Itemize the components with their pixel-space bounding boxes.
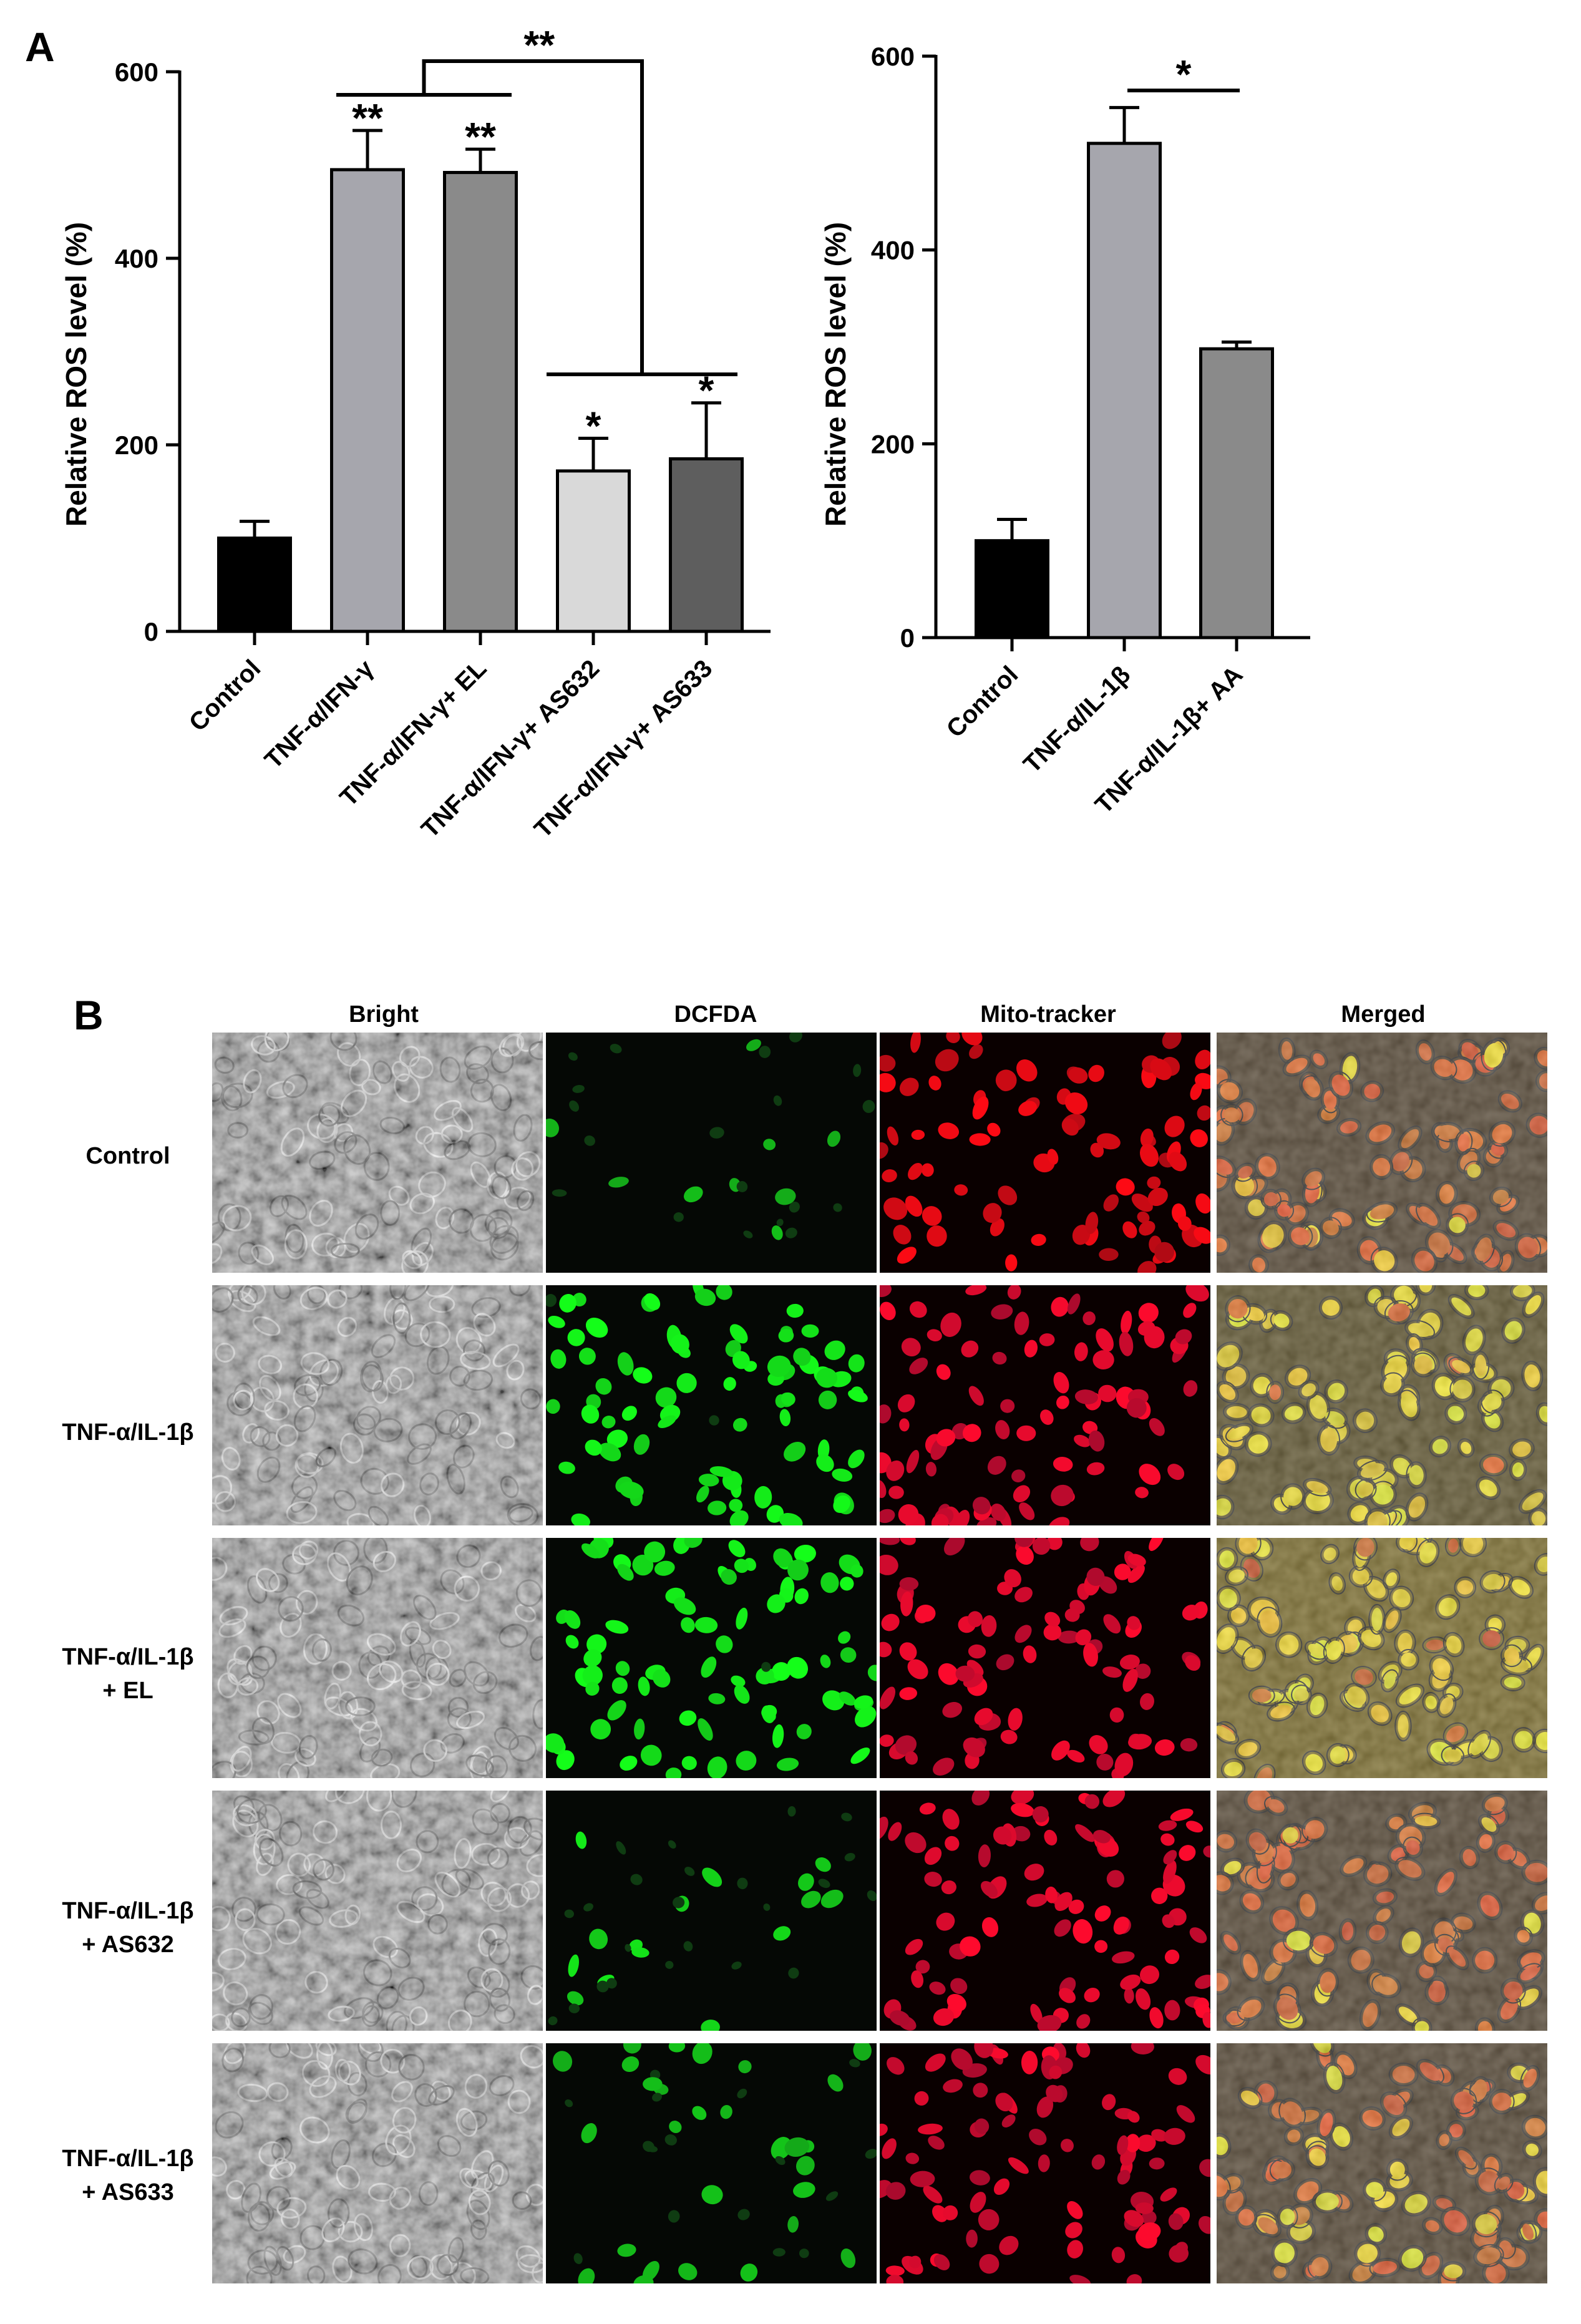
micrograph-r2-c1	[212, 1285, 543, 1525]
chart-1-comparison-bracket	[422, 59, 644, 374]
micrograph-r3-c1	[212, 1538, 543, 1778]
chart-1-y-tick-label: 600	[115, 57, 158, 87]
micrograph-r4-c4	[1217, 1791, 1547, 2031]
chart-2-category-label: TNF-α/IL-1β	[1018, 661, 1136, 778]
chart-1-bar	[669, 457, 744, 633]
micrograph-grid: Bright DCFDA Mito-tracker Merged Control…	[62, 1001, 1547, 2283]
micrograph-r4-c3	[880, 1791, 1210, 2031]
chart-1-significance-mark: *	[586, 404, 601, 449]
micrograph-r4-c2	[546, 1791, 877, 2031]
chart-1-significance-mark: **	[352, 95, 383, 140]
chart-2-y-tick-label: 600	[871, 42, 915, 71]
chart-1-y-tick-label: 200	[115, 430, 158, 460]
chart-2-comparison-mark: *	[1176, 52, 1192, 97]
row-label-tnf-il1b-as633-suffix: + AS633	[82, 2179, 174, 2205]
chart-1-bar	[217, 537, 292, 633]
chart-1-y-tick-label: 400	[115, 244, 158, 273]
chart-1-ylabel: Relative ROS level (%)	[60, 222, 92, 527]
chart-2: Relative ROS level (%) 0 200 400 600 Control…	[819, 42, 1310, 819]
chart-1-comparison-mark: **	[523, 22, 555, 67]
row-label-tnf-il1b-as633: TNF-α/IL-1β	[62, 2146, 193, 2172]
micrograph-r4-c1	[212, 1791, 543, 2031]
micrograph-r5-c1	[212, 2043, 543, 2283]
micrograph-r2-c2	[546, 1285, 877, 1525]
micrograph-r1-c4	[1217, 1033, 1547, 1273]
micrograph-r1-c1	[212, 1033, 543, 1273]
micrograph-r1-c2	[546, 1033, 877, 1273]
chart-2-bar	[975, 539, 1049, 639]
micrograph-r5-c4	[1217, 2043, 1547, 2283]
column-header-bright: Bright	[349, 1001, 419, 1028]
panel-b-label: B	[74, 992, 104, 1038]
chart-1-y-tick-label: 0	[144, 617, 158, 646]
row-label-tnf-il1b-as632-suffix: + AS632	[82, 1932, 174, 1958]
row-label-tnf-il1b-el-suffix: + EL	[102, 1678, 153, 1704]
row-label-tnf-il1b-el: TNF-α/IL-1β	[62, 1644, 193, 1670]
micrograph-r2-c4	[1217, 1285, 1547, 1525]
row-label-tnf-il1b-as632: TNF-α/IL-1β	[62, 1898, 193, 1924]
chart-1: Relative ROS level (%) 0 200 400 600 Control…	[60, 22, 771, 844]
column-header-merged: Merged	[1341, 1001, 1425, 1028]
micrograph-r3-c2	[546, 1538, 877, 1778]
row-label-control: Control	[85, 1143, 170, 1169]
chart-2-y-tick-label: 0	[900, 623, 915, 653]
chart-1-category-label: TNF-α/IFN-γ	[260, 654, 379, 774]
chart-1-bar	[330, 168, 405, 633]
micrograph-r3-c4	[1217, 1538, 1547, 1778]
micrograph-r3-c3	[880, 1538, 1210, 1778]
row-label-tnf-il1b: TNF-α/IL-1β	[62, 1419, 193, 1446]
chart-2-y-tick-label: 400	[871, 236, 915, 265]
chart-2-category-label: Control	[941, 661, 1024, 743]
chart-2-y-tick-label: 200	[871, 429, 915, 459]
chart-1-significance-mark: **	[465, 114, 496, 159]
chart-2-ylabel: Relative ROS level (%)	[819, 222, 852, 527]
micrograph-r1-c3	[880, 1033, 1210, 1273]
column-header-dcfda: DCFDA	[674, 1001, 757, 1028]
chart-2-bar	[1087, 142, 1162, 639]
micrograph-r5-c2	[546, 2043, 877, 2283]
panel-a-label: A	[25, 24, 55, 70]
micrograph-r5-c3	[880, 2043, 1210, 2283]
chart-1-bar	[443, 170, 518, 633]
column-header-mito-tracker: Mito-tracker	[980, 1001, 1116, 1028]
chart-2-bar	[1199, 347, 1274, 639]
micrograph-r2-c3	[880, 1285, 1210, 1525]
chart-1-category-label: Control	[184, 654, 266, 737]
chart-1-bar	[556, 469, 631, 633]
